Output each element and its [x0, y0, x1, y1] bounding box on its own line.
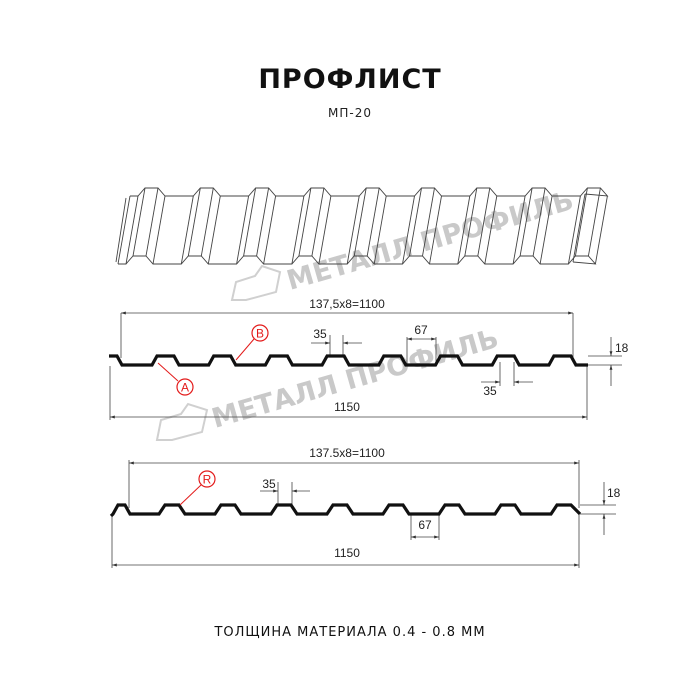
- width-label: 1150: [334, 400, 360, 414]
- sheet-fold-line: [574, 187, 588, 257]
- sheet-fold-line: [298, 187, 312, 257]
- sheet-fold-line: [567, 195, 581, 265]
- sheet-fold-line: [572, 193, 586, 263]
- height-label: 18: [607, 486, 621, 500]
- sheet-fold-line: [145, 187, 159, 257]
- marker-b-label: B: [256, 327, 264, 341]
- sheet-fold-line: [422, 187, 435, 257]
- sheet-fold-line: [187, 187, 201, 257]
- watermark-2: МЕТАЛЛ ПРОФИЛЬ: [155, 323, 502, 441]
- width-label: 1150: [334, 546, 360, 560]
- sheet-fold-line: [402, 195, 415, 265]
- sheet-fold-line: [243, 187, 257, 257]
- sheet-fold-line: [346, 195, 360, 265]
- pitch-label: 137,5x8=1100: [309, 297, 385, 311]
- sheet-fold-line: [512, 195, 526, 265]
- marker-b-circle: [251, 324, 269, 342]
- sheet-fold-line: [353, 187, 367, 257]
- sheet-fold-line: [263, 195, 277, 265]
- sheet-fold-line: [373, 195, 387, 265]
- watermark-logo-icon: [155, 402, 209, 441]
- sheet-edge-lip: [115, 197, 127, 263]
- height-label: 18: [615, 341, 629, 355]
- sheet-fold-line: [132, 187, 146, 257]
- sheet-fold-line: [200, 187, 214, 257]
- marker-leader: [235, 338, 255, 361]
- sheet-fold-line: [587, 187, 601, 257]
- sheet-fold-line: [539, 195, 553, 265]
- sheet-fold-line: [594, 195, 608, 265]
- sheet-fold-line: [366, 187, 380, 257]
- sheet-fold-line: [409, 187, 422, 257]
- profile-bottom-line: [109, 503, 582, 518]
- sheet-fold-line: [311, 187, 325, 257]
- sheet-fold-line: [180, 195, 194, 265]
- watermark-logo-icon: [230, 264, 282, 301]
- sheet-fold-line: [429, 195, 442, 265]
- material-thickness-note: ТОЛЩИНА МАТЕРИАЛА 0.4 - 0.8 ММ: [213, 625, 485, 640]
- page-subtitle: МП-20: [328, 106, 372, 120]
- marker-a-label: A: [181, 381, 189, 395]
- sheet-fold-line: [117, 195, 131, 265]
- marker-r-circle: [198, 470, 216, 488]
- sheet-fold-line: [484, 195, 498, 265]
- page-title: ПРОФЛИСТ: [258, 64, 441, 95]
- marker-r-label: R: [203, 473, 212, 487]
- marker-leader: [157, 362, 179, 382]
- sheet-fold-line: [519, 187, 533, 257]
- profile-bottom-drawing: 137.5x8=1100 1150 35 67 18 R: [109, 446, 621, 568]
- sheet-fold-line: [477, 187, 491, 257]
- watermark-1: МЕТАЛЛ ПРОФИЛЬ: [230, 185, 577, 301]
- sheet-top-edge: [130, 187, 609, 197]
- marker-a-circle: [176, 378, 194, 396]
- sheet-fold-line: [207, 195, 221, 265]
- valley-label: 67: [414, 323, 428, 337]
- top-flat-label: 35: [262, 477, 276, 491]
- sheet-fold-line: [236, 195, 250, 265]
- sheet-3d-view: [115, 187, 609, 265]
- valley-label: 67: [418, 518, 432, 532]
- profile-top-line: [109, 354, 588, 367]
- sheet-fold-line: [318, 195, 332, 265]
- sheet-fold-line: [256, 187, 270, 257]
- top-flat-label: 35: [313, 327, 327, 341]
- sheet-fold-line: [125, 195, 139, 265]
- profile-top-drawing: 137,5x8=1100 1150 35 67 35 18 A B: [109, 297, 629, 420]
- sheet-fold-line: [457, 195, 471, 265]
- sheet-fold-line: [532, 187, 546, 257]
- marker-leader: [179, 484, 202, 506]
- sheet-fold-line: [464, 187, 478, 257]
- sheet-fold-line: [291, 195, 305, 265]
- pitch-label: 137.5x8=1100: [309, 446, 385, 460]
- sheet-bottom-edge: [118, 255, 597, 265]
- sheet-fold-line: [152, 195, 166, 265]
- watermark-text: МЕТАЛЛ ПРОФИЛЬ: [283, 185, 577, 297]
- watermark-text: МЕТАЛЛ ПРОФИЛЬ: [208, 323, 502, 435]
- bottom-flat-label: 35: [483, 384, 497, 398]
